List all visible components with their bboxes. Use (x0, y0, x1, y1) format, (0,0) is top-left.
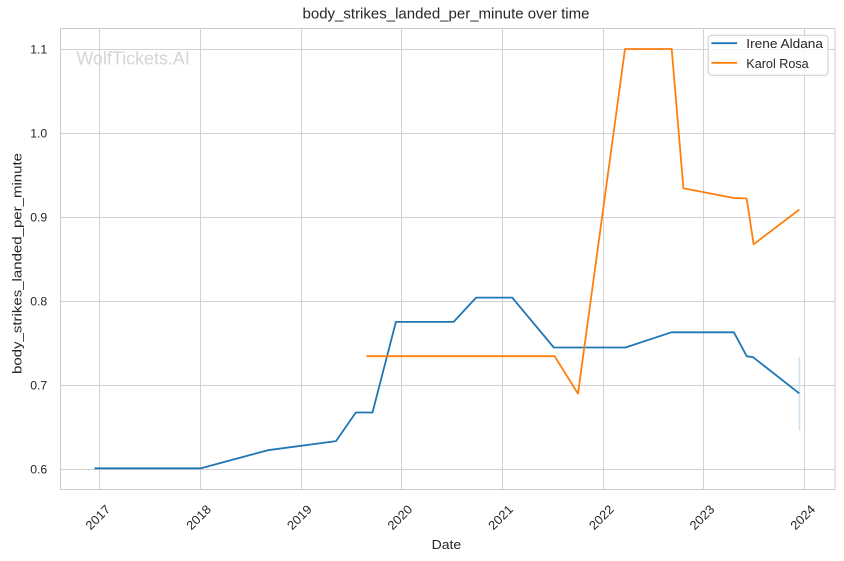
svg-text:0.6: 0.6 (30, 462, 47, 476)
svg-text:1.0: 1.0 (30, 127, 47, 141)
svg-text:0.8: 0.8 (30, 294, 47, 308)
svg-text:Irene Aldana: Irene Aldana (746, 36, 823, 51)
svg-text:0.9: 0.9 (30, 210, 47, 224)
svg-text:body_strikes_landed_per_minute: body_strikes_landed_per_minute (10, 153, 25, 374)
svg-text:1.1: 1.1 (30, 42, 47, 56)
svg-text:Date: Date (432, 537, 462, 552)
svg-text:Karol Rosa: Karol Rosa (746, 56, 809, 71)
svg-text:0.7: 0.7 (30, 378, 47, 392)
svg-text:WolfTickets.AI: WolfTickets.AI (77, 47, 190, 68)
svg-text:body_strikes_landed_per_minute: body_strikes_landed_per_minute over time (303, 7, 590, 23)
